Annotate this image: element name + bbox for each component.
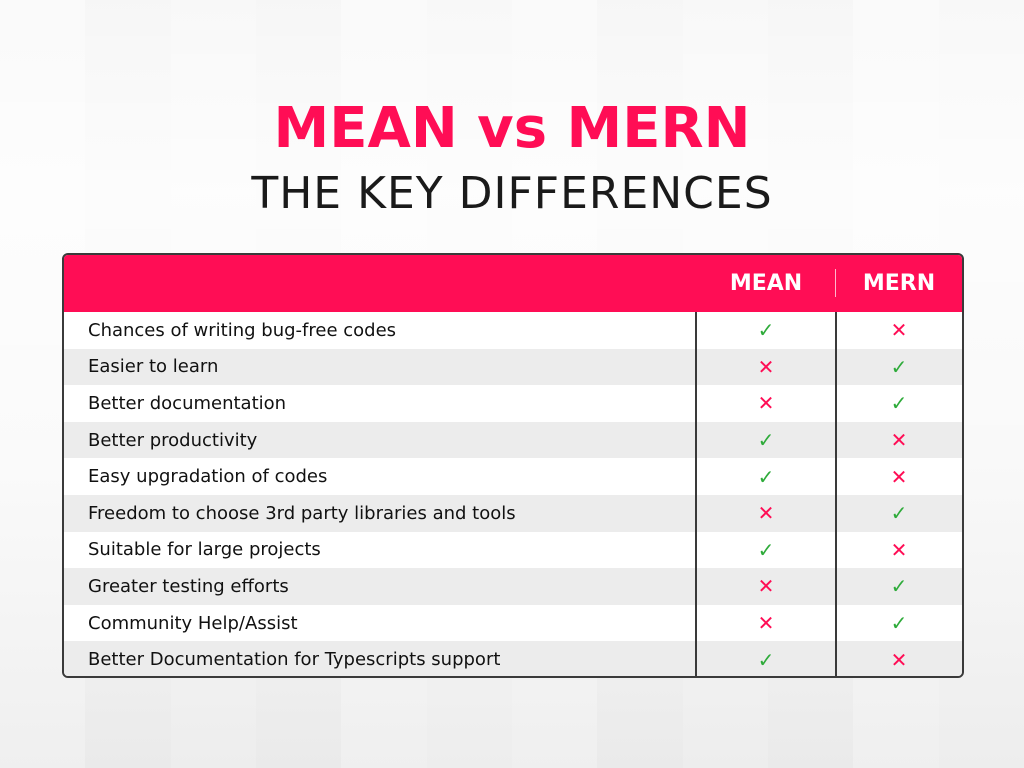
cell-mean: ✓ (696, 538, 836, 562)
cell-mern: ✓ (836, 391, 962, 415)
cell-mean: ✓ (696, 648, 836, 672)
cross-icon: ✕ (757, 611, 775, 636)
check-icon: ✓ (890, 501, 908, 526)
check-icon: ✓ (757, 647, 775, 672)
row-label: Suitable for large projects (88, 539, 321, 561)
check-icon: ✓ (757, 318, 775, 343)
cross-icon: ✕ (757, 354, 775, 379)
check-icon: ✓ (757, 428, 775, 453)
row-label: Greater testing efforts (88, 575, 289, 597)
cell-mern: ✕ (836, 465, 962, 489)
cell-mern: ✓ (836, 574, 962, 598)
table-row: Easy upgradation of codes ✓ ✕ (64, 458, 962, 495)
table-row: Better Documentation for Typescripts sup… (64, 641, 962, 676)
page-subtitle: THE KEY DIFFERENCES (251, 168, 773, 219)
column-divider-mean (695, 312, 697, 676)
cross-icon: ✕ (890, 428, 908, 453)
table-row: Freedom to choose 3rd party libraries an… (64, 494, 962, 532)
row-label: Freedom to choose 3rd party libraries an… (88, 502, 516, 524)
cell-mean: ✕ (696, 501, 836, 525)
row-label: Better productivity (88, 429, 258, 451)
cross-icon: ✕ (757, 391, 775, 416)
row-label: Easier to learn (88, 356, 219, 378)
cross-icon: ✕ (890, 537, 908, 562)
row-label: Easy upgradation of codes (88, 466, 328, 488)
cross-icon: ✕ (757, 501, 775, 526)
cell-mean: ✓ (696, 318, 836, 342)
table-row: Greater testing efforts ✕ ✓ (64, 568, 962, 605)
column-divider-mern (835, 312, 837, 676)
cell-mean: ✕ (696, 574, 836, 598)
cell-mean: ✕ (696, 391, 836, 415)
cross-icon: ✕ (757, 574, 775, 599)
table-row: Chances of writing bug-free codes ✓ ✕ (64, 312, 962, 349)
cell-mean: ✕ (696, 611, 836, 635)
check-icon: ✓ (890, 391, 908, 416)
cell-mean: ✕ (696, 355, 836, 379)
table-row: Easier to learn ✕ ✓ (64, 348, 962, 386)
check-icon: ✓ (890, 611, 908, 636)
comparison-table: MEAN MERN Chances of writing bug-free co… (62, 253, 964, 678)
cross-icon: ✕ (890, 464, 908, 489)
page-title: MEAN vs MERN (273, 96, 751, 161)
cell-mern: ✕ (836, 318, 962, 342)
cell-mean: ✓ (696, 428, 836, 452)
cross-icon: ✕ (890, 318, 908, 343)
row-label: Chances of writing bug-free codes (88, 319, 397, 341)
cell-mern: ✓ (836, 611, 962, 635)
cell-mern: ✕ (836, 428, 962, 452)
table-row: Community Help/Assist ✕ ✓ (64, 604, 962, 642)
header-mean: MEAN (696, 269, 836, 297)
cell-mern: ✕ (836, 648, 962, 672)
row-label: Community Help/Assist (88, 612, 298, 634)
check-icon: ✓ (890, 354, 908, 379)
row-label: Better documentation (88, 392, 287, 414)
table-header: MEAN MERN (64, 255, 962, 312)
table-row: Suitable for large projects ✓ ✕ (64, 531, 962, 569)
table-row: Better documentation ✕ ✓ (64, 385, 962, 422)
cell-mern: ✕ (836, 538, 962, 562)
cell-mean: ✓ (696, 465, 836, 489)
cross-icon: ✕ (890, 647, 908, 672)
check-icon: ✓ (757, 464, 775, 489)
check-icon: ✓ (890, 574, 908, 599)
check-icon: ✓ (757, 537, 775, 562)
header-mern: MERN (862, 271, 936, 296)
cell-mern: ✓ (836, 501, 962, 525)
row-label: Better Documentation for Typescripts sup… (88, 649, 501, 671)
table-body: Chances of writing bug-free codes ✓ ✕ Easie… (64, 312, 962, 676)
table-row: Better productivity ✓ ✕ (64, 421, 962, 459)
cell-mern: ✓ (836, 355, 962, 379)
